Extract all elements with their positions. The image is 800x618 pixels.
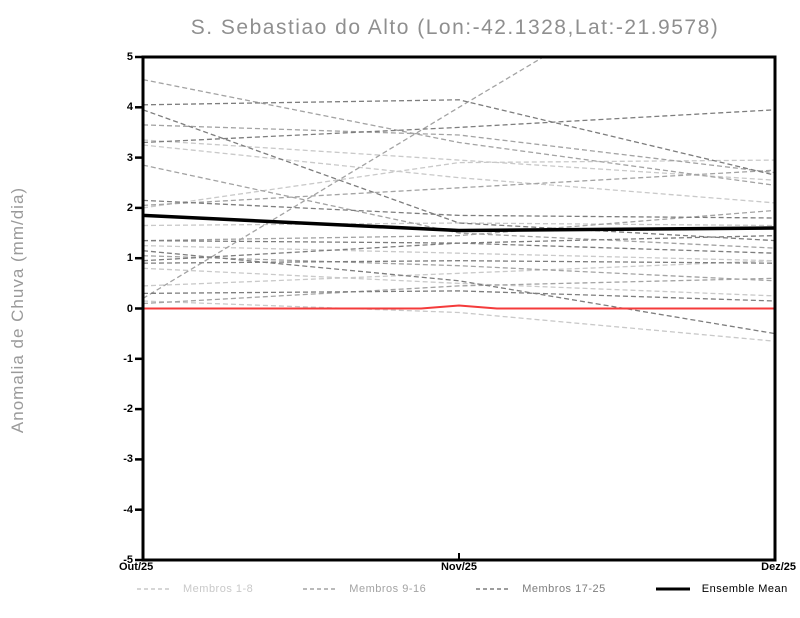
legend-label: Membros 1-8 [183, 583, 254, 595]
ensemble-member-line-g2-8 [143, 277, 775, 305]
ensemble-mean-line [143, 213, 775, 233]
ensemble-member-line-g1-2 [143, 144, 775, 204]
y-tick-label: -1 [123, 352, 133, 365]
y-tick-label: -5 [123, 554, 133, 566]
legend-label: Ensemble Mean [701, 583, 788, 595]
ensemble-member-line-g3-9 [143, 290, 775, 302]
ensemble-member-line-g2-2 [143, 124, 775, 174]
ensemble-member-line-g3-4 [143, 199, 775, 219]
ensemble-member-line-g3-3 [143, 109, 775, 144]
y-tick-label: 1 [126, 252, 133, 265]
ensemble-member-line-g3-6 [143, 260, 775, 264]
ensemble-member-line-g1-7 [143, 159, 775, 209]
legend-label: Membros 17-25 [522, 583, 606, 595]
legend-item-membros-1-8: Membros 1-8 [137, 583, 253, 595]
ensemble-member-line-g1-6 [143, 300, 775, 342]
ensemble-member-line-g2-4 [143, 169, 775, 207]
legend-item-membros-9-16: Membros 9-16 [303, 583, 426, 595]
solid-line-swatch-icon [655, 587, 690, 591]
y-tick-label: 3 [126, 151, 133, 164]
legend-item-ensemble-mean: Ensemble Mean [655, 583, 788, 595]
ensemble-member-line-g1-3 [143, 222, 775, 227]
legend: Membros 1-8 Membros 9-16 Membros 17-25 Ense… [137, 583, 788, 595]
y-tick-label: -4 [123, 503, 133, 516]
ensemble-member-line-g1-5 [143, 260, 775, 287]
y-tick-label: -3 [123, 453, 133, 466]
dashed-line-swatch-icon [303, 588, 338, 590]
dashed-line-swatch-icon [137, 588, 171, 590]
ensemble-member-line-g2-1 [143, 78, 775, 186]
ensemble-member-line-g3-2 [143, 109, 775, 242]
zero-anomaly-line [143, 304, 775, 310]
y-tick-label: 5 [126, 51, 133, 63]
y-tick-label: -2 [123, 403, 133, 416]
x-tick-label-nov25: Nov/25 [440, 561, 478, 573]
ensemble-member-line-g1-1 [143, 139, 775, 181]
ensemble-member-line-g3-8 [143, 242, 775, 262]
dashed-line-swatch-icon [476, 588, 511, 590]
legend-label: Membros 9-16 [349, 583, 427, 595]
ensemble-member-line-g2-7 [143, 209, 775, 242]
ensemble-member-line-g2-5 [143, 255, 775, 282]
y-tick-label: 0 [126, 302, 133, 315]
chart-title: S. Sebastiao do Alto (Lon:-42.1328,Lat:-… [190, 16, 720, 39]
y-tick-label: 2 [126, 201, 133, 214]
ensemble-member-line-g2-3 [143, 164, 775, 249]
y-tick-label: 4 [126, 101, 133, 114]
ensemble-member-line-g2-6 [143, 57, 545, 299]
legend-item-membros-17-25: Membros 17-25 [476, 583, 606, 595]
x-tick-label-dez25: Dez/25 [761, 561, 796, 573]
ensemble-member-line-g3-5 [143, 234, 775, 244]
ensemble-member-line-g1-4 [143, 244, 775, 262]
ensemble-member-line-g3-1 [143, 99, 775, 176]
ensemble-member-line-g1-8 [143, 267, 775, 297]
x-tick-label-out25: Out/25 [119, 561, 154, 573]
ensemble-member-line-g3-7 [143, 250, 775, 335]
